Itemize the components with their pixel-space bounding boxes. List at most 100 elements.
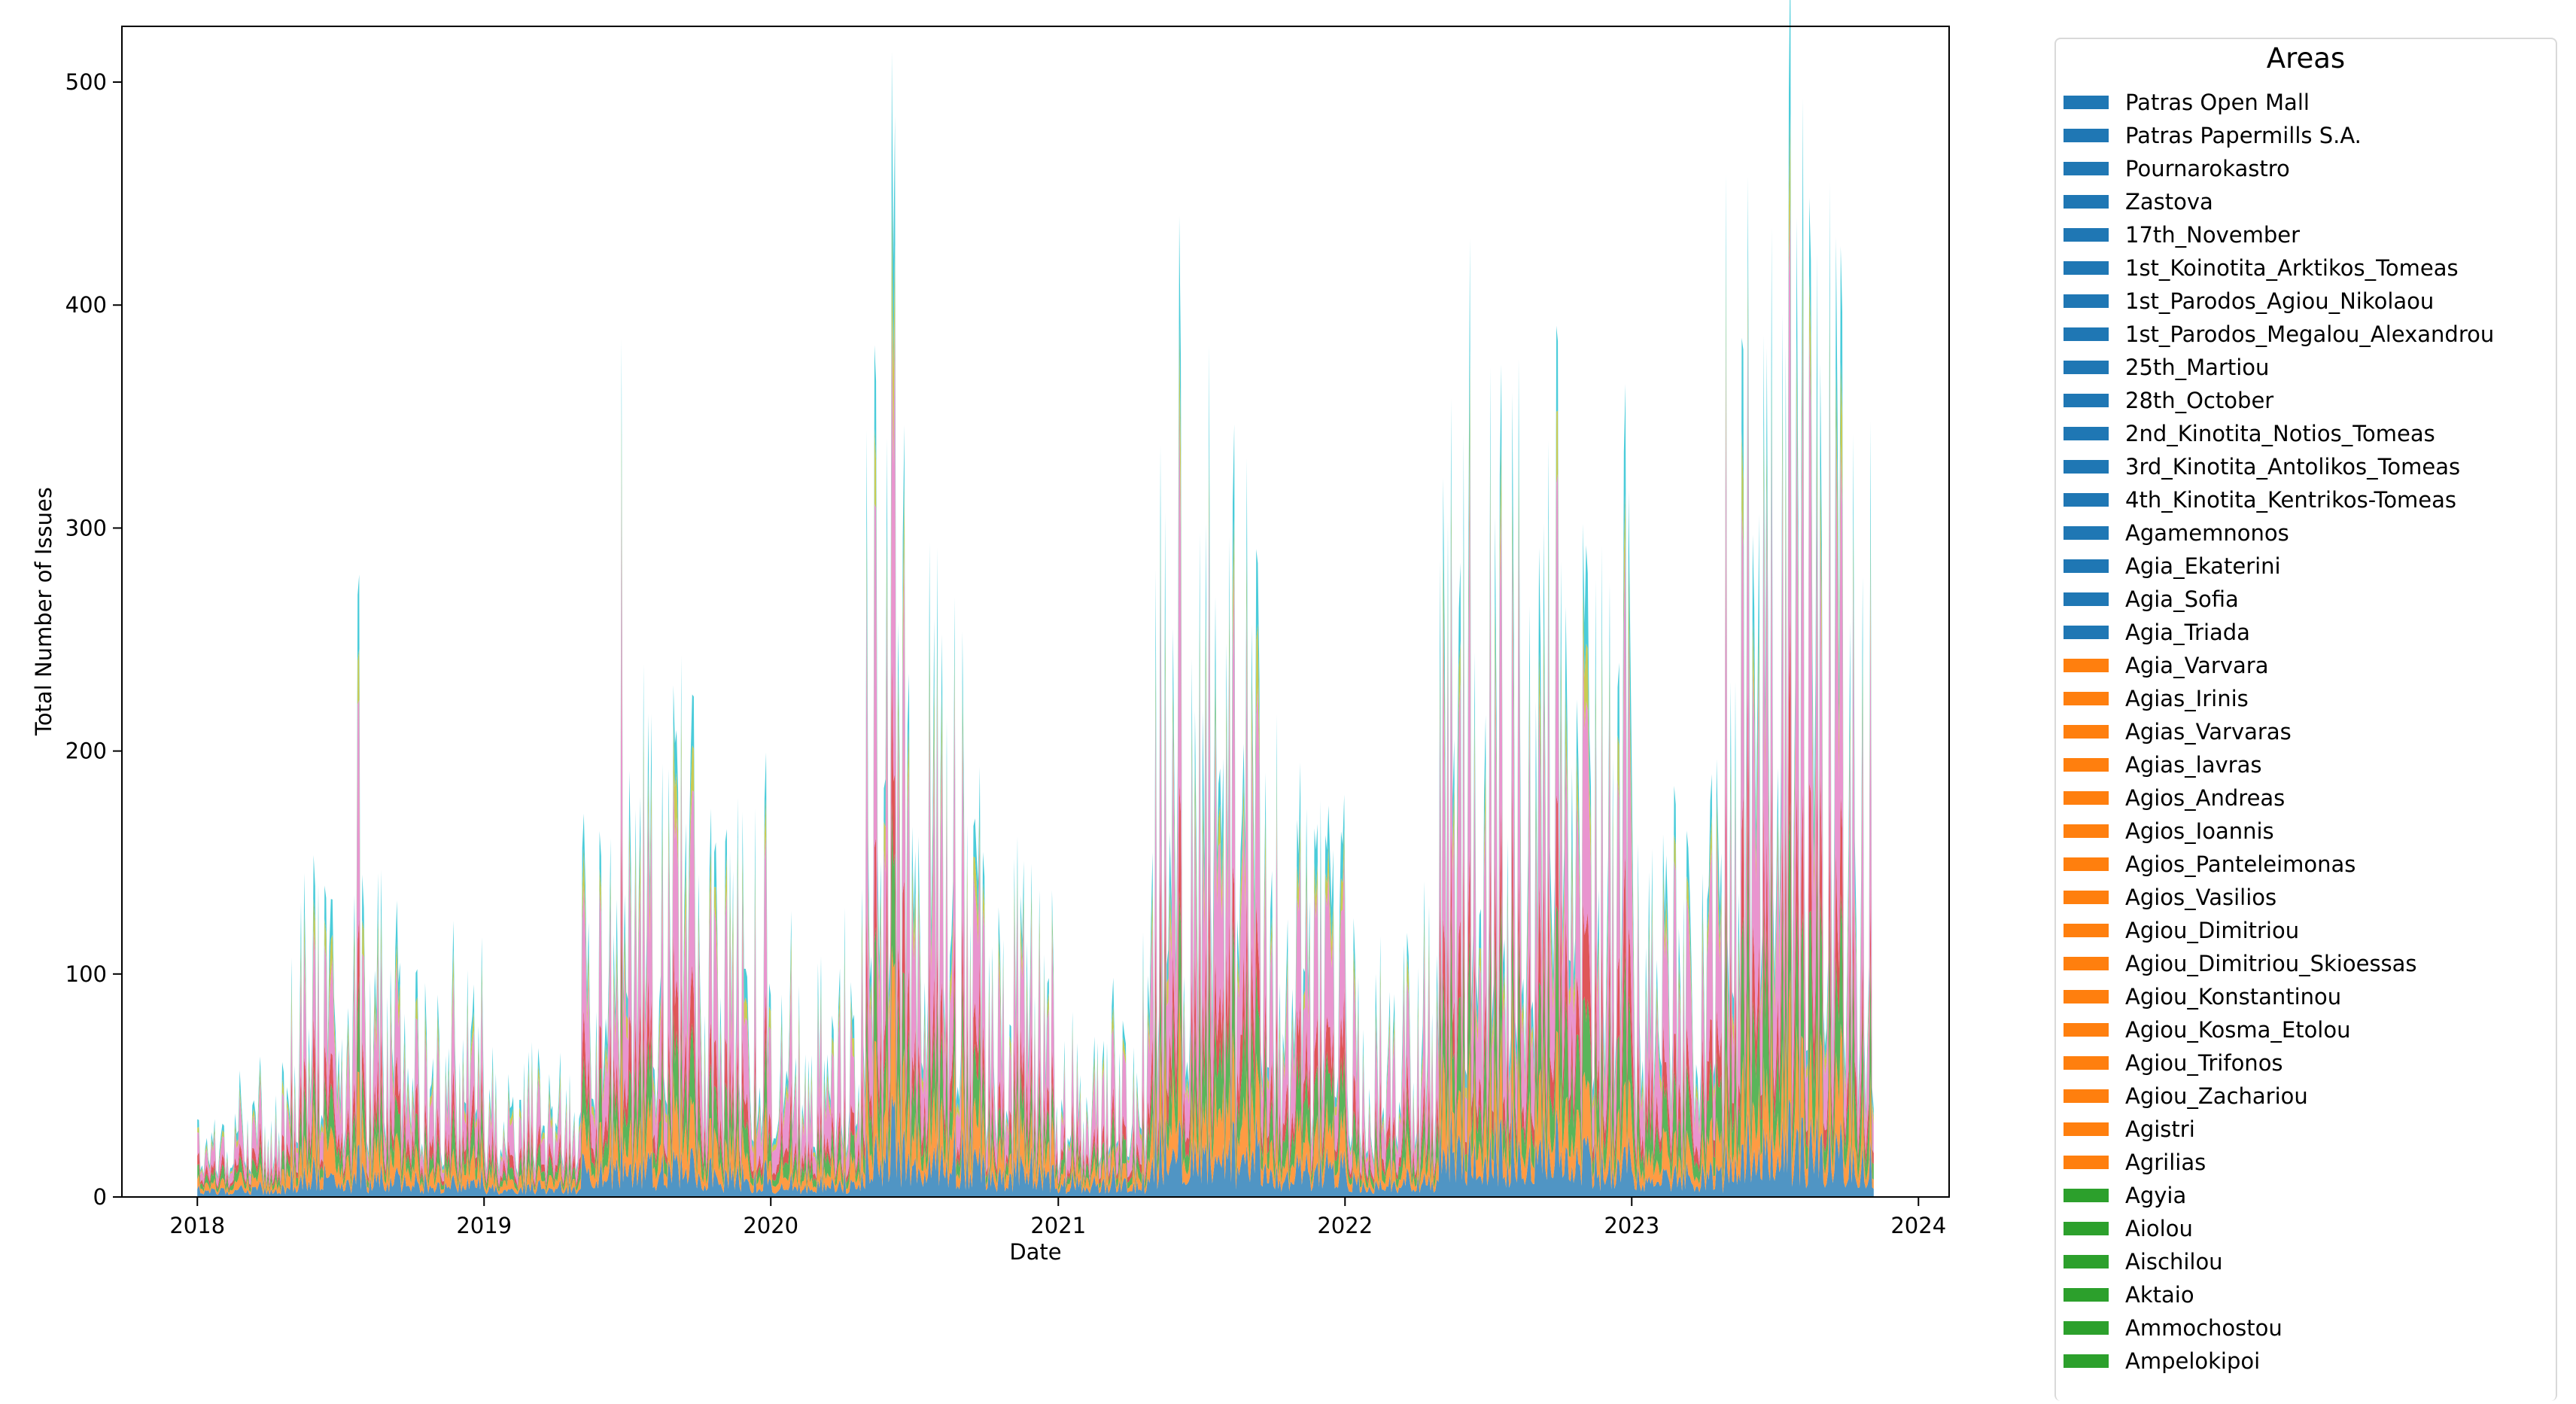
- legend-entry: 25th_Martiou: [2064, 351, 2556, 384]
- legend-swatch: [2064, 195, 2109, 209]
- x-axis: 2018 2019 2020 2021 2022 2023 2024: [169, 1197, 1946, 1238]
- legend-swatch: [2064, 228, 2109, 242]
- legend-swatch: [2064, 559, 2109, 573]
- legend-entry: Patras Papermills S.A.: [2064, 119, 2556, 152]
- legend-swatch: [2064, 1056, 2109, 1070]
- legend-label: Agias_Irinis: [2125, 686, 2249, 711]
- legend-label: Agia_Triada: [2125, 620, 2250, 645]
- legend-label: Agiou_Trifonos: [2125, 1050, 2283, 1076]
- legend-swatch: [2064, 1222, 2109, 1235]
- legend-label: Agias_lavras: [2125, 752, 2262, 778]
- legend-entry: 28th_October: [2064, 384, 2556, 417]
- legend-swatch: [2064, 1156, 2109, 1169]
- legend-entry: 17th_November: [2064, 218, 2556, 251]
- legend-swatch: [2064, 327, 2109, 341]
- legend-swatch: [2064, 493, 2109, 507]
- x-axis-label: Date: [1009, 1239, 1061, 1265]
- legend: Areas Patras Open Mall Patras Papermills…: [2054, 38, 2557, 1401]
- legend-swatch: [2064, 261, 2109, 275]
- legend-label: Ammochostou: [2125, 1315, 2283, 1341]
- legend-swatch: [2064, 361, 2109, 374]
- legend-entry: Aiolou: [2064, 1212, 2556, 1245]
- y-tick-label-300: 300: [65, 515, 107, 541]
- legend-label: Zastova: [2125, 189, 2213, 215]
- area-band-1: [197, 945, 1874, 1195]
- legend-label: Agiou_Konstantinou: [2125, 984, 2342, 1010]
- area-band-2: [197, 802, 1874, 1193]
- x-tick-label-2022: 2022: [1317, 1213, 1373, 1238]
- legend-entry: 1st_Parodos_Megalou_Alexandrou: [2064, 318, 2556, 351]
- legend-label: 1st_Parodos_Megalou_Alexandrou: [2125, 321, 2495, 347]
- legend-swatch: [2064, 692, 2109, 705]
- legend-swatch: [2064, 394, 2109, 407]
- legend-swatch: [2064, 1023, 2109, 1037]
- legend-label: Agrilias: [2125, 1150, 2206, 1175]
- legend-label: Agia_Sofia: [2125, 586, 2239, 612]
- legend-swatch: [2064, 824, 2109, 838]
- legend-swatch: [2064, 1189, 2109, 1202]
- legend-label: Aktaio: [2125, 1282, 2194, 1308]
- legend-label: 1st_Koinotita_Arktikos_Tomeas: [2125, 255, 2459, 281]
- x-tick-label-2021: 2021: [1030, 1213, 1086, 1238]
- legend-swatch: [2064, 857, 2109, 871]
- legend-swatch: [2064, 162, 2109, 175]
- legend-title: Areas: [2266, 42, 2346, 75]
- legend-swatch: [2064, 725, 2109, 739]
- legend-label: 4th_Kinotita_Kentrikos-Tomeas: [2125, 487, 2457, 513]
- legend-swatch: [2064, 1089, 2109, 1103]
- legend-label: Agias_Varvaras: [2125, 719, 2292, 745]
- y-tick-label-200: 200: [65, 739, 107, 764]
- legend-swatch: [2064, 626, 2109, 639]
- legend-entry: Agios_Ioannis: [2064, 815, 2556, 848]
- legend-entry: Agyia: [2064, 1179, 2556, 1212]
- legend-entry: Agrilias: [2064, 1146, 2556, 1179]
- legend-swatch: [2064, 990, 2109, 1004]
- legend-label: 3rd_Kinotita_Antolikos_Tomeas: [2125, 454, 2461, 480]
- legend-entry: Agios_Andreas: [2064, 781, 2556, 815]
- legend-swatch: [2064, 924, 2109, 937]
- legend-label: Agia_Varvara: [2125, 653, 2269, 678]
- legend-entry: 1st_Parodos_Agiou_Nikolaou: [2064, 285, 2556, 318]
- legend-swatch: [2064, 294, 2109, 308]
- legend-label: Patras Papermills S.A.: [2125, 123, 2362, 148]
- y-tick-label-100: 100: [65, 961, 107, 987]
- legend-entry: Agias_lavras: [2064, 748, 2556, 781]
- legend-entry: Agiou_Trifonos: [2064, 1046, 2556, 1080]
- legend-label: Agios_Vasilios: [2125, 885, 2277, 910]
- x-tick-label-2018: 2018: [169, 1213, 225, 1238]
- legend-label: Ampelokipoi: [2125, 1348, 2261, 1374]
- legend-label: 25th_Martiou: [2125, 355, 2270, 380]
- x-tick-label-2024: 2024: [1890, 1213, 1946, 1238]
- x-tick-label-2020: 2020: [743, 1213, 798, 1238]
- legend-entry: Patras Open Mall: [2064, 86, 2556, 119]
- legend-entry: Agios_Vasilios: [2064, 881, 2556, 914]
- legend-entry: Agias_Irinis: [2064, 682, 2556, 715]
- legend-swatch: [2064, 592, 2109, 606]
- legend-entry: Agistri: [2064, 1113, 2556, 1146]
- legend-entry: Zastova: [2064, 185, 2556, 218]
- legend-entry: Agamemnonos: [2064, 516, 2556, 550]
- legend-label: Agiou_Dimitriou_Skioessas: [2125, 951, 2417, 976]
- legend-entry: Agia_Sofia: [2064, 583, 2556, 616]
- legend-swatch: [2064, 891, 2109, 904]
- stacked-area-chart: 2018 2019 2020 2021 2022 2023 2024 0 100 200 300 4…: [31, 0, 1950, 1265]
- legend-label: Agia_Ekaterini: [2125, 553, 2281, 579]
- x-tick-label-2023: 2023: [1604, 1213, 1659, 1238]
- x-tick-label-2019: 2019: [456, 1213, 512, 1238]
- legend-label: 28th_October: [2125, 388, 2274, 413]
- legend-label: Agamemnonos: [2125, 520, 2289, 546]
- legend-label: 17th_November: [2125, 222, 2301, 248]
- y-axis: 0 100 200 300 400 500: [65, 69, 122, 1210]
- legend-label: Agiou_Dimitriou: [2125, 918, 2300, 943]
- legend-label: 2nd_Kinotita_Notios_Tomeas: [2125, 421, 2435, 446]
- area-band-0: [197, 1091, 1874, 1197]
- legend-entry: 4th_Kinotita_Kentrikos-Tomeas: [2064, 483, 2556, 516]
- legend-entry: 3rd_Kinotita_Antolikos_Tomeas: [2064, 450, 2556, 483]
- area-band-3: [197, 601, 1874, 1192]
- area-layer: [197, 0, 1874, 1197]
- legend-swatch: [2064, 96, 2109, 109]
- legend-label: Aischilou: [2125, 1249, 2223, 1275]
- legend-label: Agyia: [2125, 1183, 2187, 1208]
- legend-label: Pournarokastro: [2125, 156, 2290, 181]
